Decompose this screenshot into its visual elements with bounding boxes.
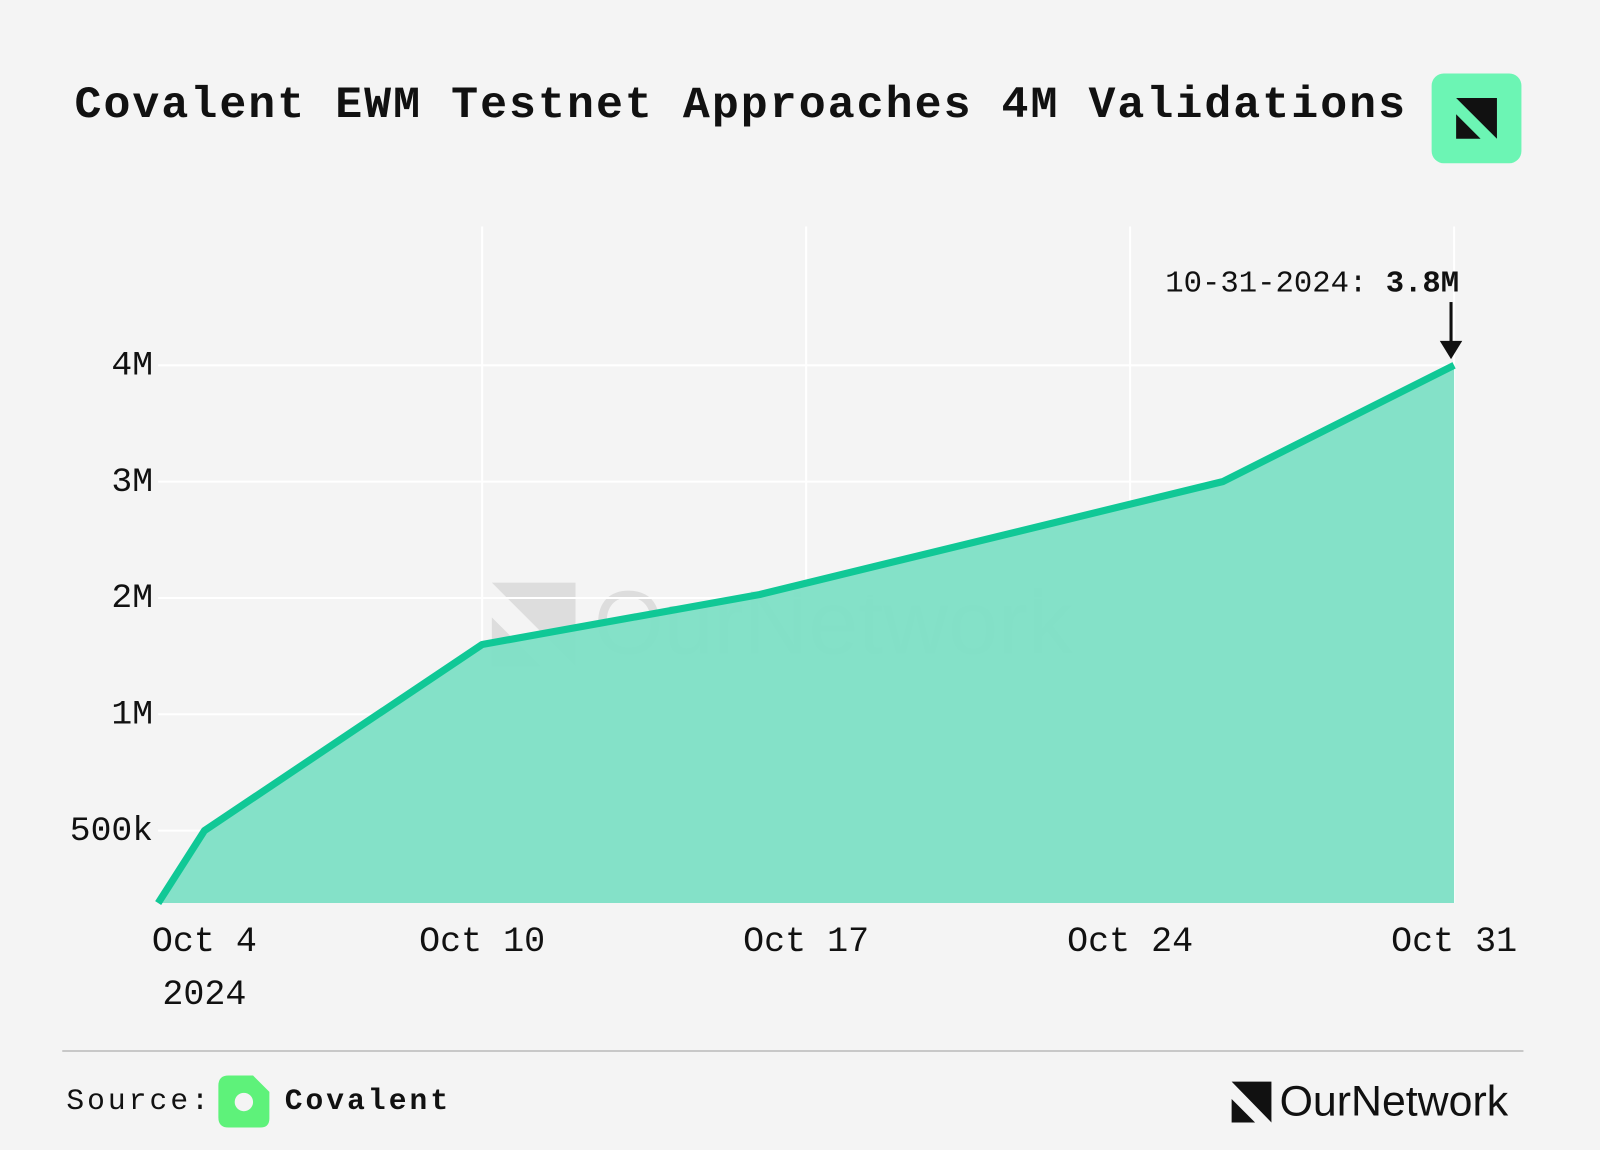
source-name: Covalent [285,1084,451,1118]
source-label: Source: [66,1084,212,1118]
area [158,365,1455,904]
annotation-arrowhead [1439,340,1463,360]
x-tick-label: Oct 31 [1391,922,1518,963]
x-tick-label: Oct 17 [743,922,870,963]
x-tick-label: Oct 10 [419,922,546,963]
annotation-label: 10-31-2024: [1165,268,1367,302]
chart-title: Covalent EWM Testnet Approaches 4M Valid… [74,81,1407,131]
annotation-value: 3.8M [1386,268,1459,302]
y-tick-label: 3M [111,463,153,502]
line [155,362,1456,905]
brand-text: OurNetwork [1280,1077,1509,1125]
y-tick-label: 500k [70,812,153,851]
y-tick-label: 4M [111,346,153,385]
y-tick-label: 2M [111,579,153,618]
y-tick-label: 1M [111,695,153,734]
x-tick-label: Oct 24 [1067,922,1194,963]
x-tick-label: Oct 4 2024 [151,922,257,1016]
annotation: 10-31-2024: 3.8M [1165,268,1459,302]
covalent-logo [218,1075,270,1128]
brand-logo: OurNetwork [1231,1077,1509,1125]
top-logo [1431,73,1522,164]
